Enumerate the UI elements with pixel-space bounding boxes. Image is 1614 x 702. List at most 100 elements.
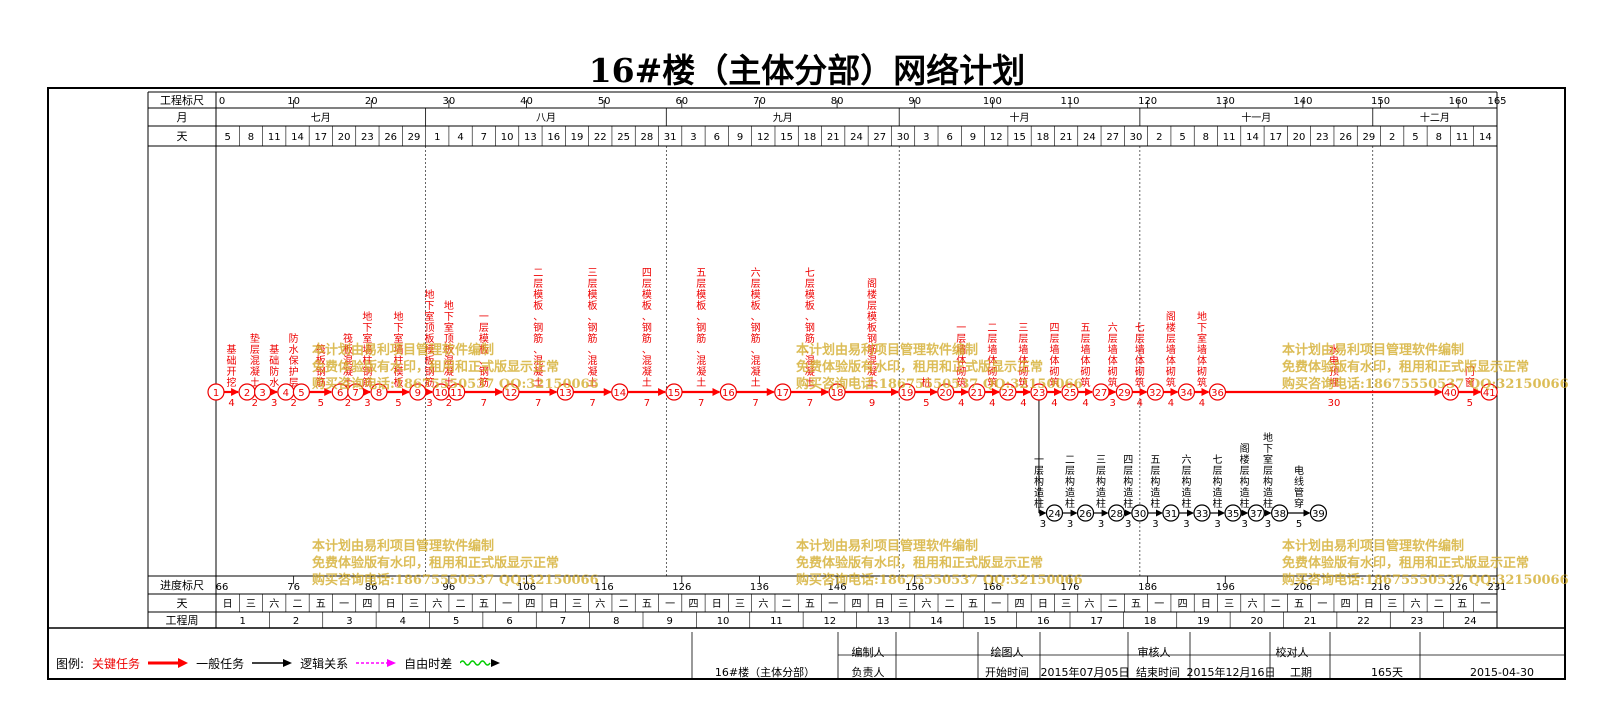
day-label: 15: [1013, 132, 1026, 143]
critical-task-label: 筋: [588, 332, 598, 345]
general-task-label: 层: [1263, 465, 1273, 477]
network-node: [409, 383, 427, 401]
critical-task-label: 、: [588, 312, 598, 323]
critical-task-label: 筑: [1018, 376, 1028, 389]
weekday-label: 四: [362, 599, 372, 610]
critical-task-duration: 5: [923, 398, 929, 409]
network-node-label: 20: [939, 388, 952, 399]
day-label: 24: [850, 132, 863, 143]
weekday-label: 五: [1294, 599, 1304, 610]
critical-task-label: 凝: [867, 366, 877, 378]
scale-tick-label: 30: [443, 96, 456, 107]
critical-task-label: 室: [425, 310, 435, 323]
week-label: 13: [877, 616, 890, 627]
critical-task-label: 板: [444, 343, 454, 356]
day-label: 26: [384, 132, 397, 143]
weekday-label: 日: [549, 599, 559, 610]
weekday-label: 五: [316, 599, 326, 610]
day-label: 天: [177, 130, 188, 143]
general-task-duration: 5: [1296, 519, 1302, 530]
weekday-label: 五: [805, 599, 815, 610]
legend-float-label: 自由时差: [404, 656, 453, 671]
month-name: 十月: [1010, 111, 1030, 124]
critical-task-label: 层: [250, 344, 260, 356]
scale-tick-label: 80: [831, 96, 844, 107]
day-label: 8: [248, 132, 254, 143]
weekday-label: 五: [1131, 599, 1141, 610]
critical-task-label: 层: [805, 278, 815, 290]
network-node-label: 37: [1250, 509, 1263, 520]
critical-task-duration: 2: [290, 398, 296, 409]
day-label: 17: [314, 132, 327, 143]
week-label: 6: [506, 616, 512, 627]
general-task-label: 柱: [1096, 497, 1106, 510]
general-task-duration: 3: [1067, 519, 1073, 530]
critical-task-label: 五: [1081, 323, 1091, 334]
critical-task-label: 、: [642, 345, 652, 356]
network-node-label: 7: [353, 388, 359, 399]
critical-task-label: 钢: [316, 365, 326, 378]
critical-task-label: 钢: [696, 321, 706, 334]
month-name: 十二月: [1420, 111, 1450, 124]
day-label: 20: [1293, 132, 1306, 143]
critical-task-label: 钢: [362, 365, 372, 378]
critical-task-label: 钢: [867, 332, 877, 345]
network-node-label: 29: [1118, 388, 1131, 399]
general-task-label: 下: [1263, 444, 1273, 455]
general-task-label: 层: [1240, 465, 1250, 477]
critical-task-label: 电: [1329, 354, 1339, 367]
progress-tick-label: 186: [1138, 582, 1157, 593]
critical-task-label: 凝: [533, 366, 543, 378]
outer-frame: [47, 87, 1566, 680]
critical-task-label: 体: [1018, 355, 1028, 367]
general-task-label: 柱: [1034, 497, 1044, 510]
network-node: [1224, 504, 1242, 522]
progress-tick-label: 176: [1060, 582, 1079, 593]
general-task-label: 阁: [1240, 442, 1250, 455]
general-task-label: 造: [1150, 486, 1160, 499]
critical-task-label: 混: [696, 355, 706, 367]
weekday-label: 一: [828, 599, 838, 610]
critical-task-label: 、: [751, 345, 761, 356]
critical-task-label: 板: [425, 354, 435, 367]
general-task-duration: 3: [1183, 519, 1189, 530]
day-label: 3: [690, 132, 696, 143]
network-node-label: 1: [213, 388, 219, 399]
watermark-text: 本计划由易利项目管理软件编制 免费体验版有水印，租用和正式版显示正常 购买咨询电话:…: [796, 343, 1083, 392]
critical-task-duration: 2: [252, 398, 258, 409]
scale-tick-label: 165: [1487, 96, 1506, 107]
owner-label: 负责人: [851, 666, 885, 679]
critical-task-label: 、: [642, 312, 652, 323]
critical-task-label: 基: [269, 343, 279, 356]
general-task-label: 柱: [1213, 497, 1223, 510]
critical-task-label: 层: [1166, 333, 1176, 345]
day-label: 14: [1479, 132, 1492, 143]
legend-logic-arrow: [356, 659, 397, 667]
legend-critical-arrow: [148, 658, 189, 668]
scale-tick-label: 50: [598, 96, 611, 107]
network-node: [1247, 504, 1265, 522]
critical-task-label: 筑: [1108, 376, 1118, 389]
day-label: 5: [1412, 132, 1418, 143]
scale-tick-label: 10: [287, 96, 300, 107]
weekday-label: 日: [1364, 599, 1374, 610]
general-task-label: 柱: [1240, 497, 1250, 510]
weekday-label: 三: [409, 599, 419, 610]
critical-task-label: 混: [867, 355, 877, 367]
network-node-label: 16: [722, 388, 735, 399]
network-node-label: 23: [1033, 388, 1046, 399]
critical-task-label: 层: [956, 333, 966, 345]
week-label: 19: [1197, 616, 1210, 627]
critical-task-duration: 7: [807, 398, 813, 409]
critical-task-label: 筋: [316, 376, 326, 389]
network-node-label: 17: [776, 388, 789, 399]
day-label: 14: [291, 132, 304, 143]
day-label: 24: [1083, 132, 1096, 143]
general-task-label: 柱: [1263, 497, 1273, 510]
critical-task-label: 凝: [696, 366, 706, 378]
critical-task-label: 板: [588, 299, 598, 312]
network-node-label: 14: [613, 388, 626, 399]
network-node: [1271, 504, 1289, 522]
critical-task-label: 板: [751, 299, 761, 312]
day-label: 8: [1436, 132, 1442, 143]
